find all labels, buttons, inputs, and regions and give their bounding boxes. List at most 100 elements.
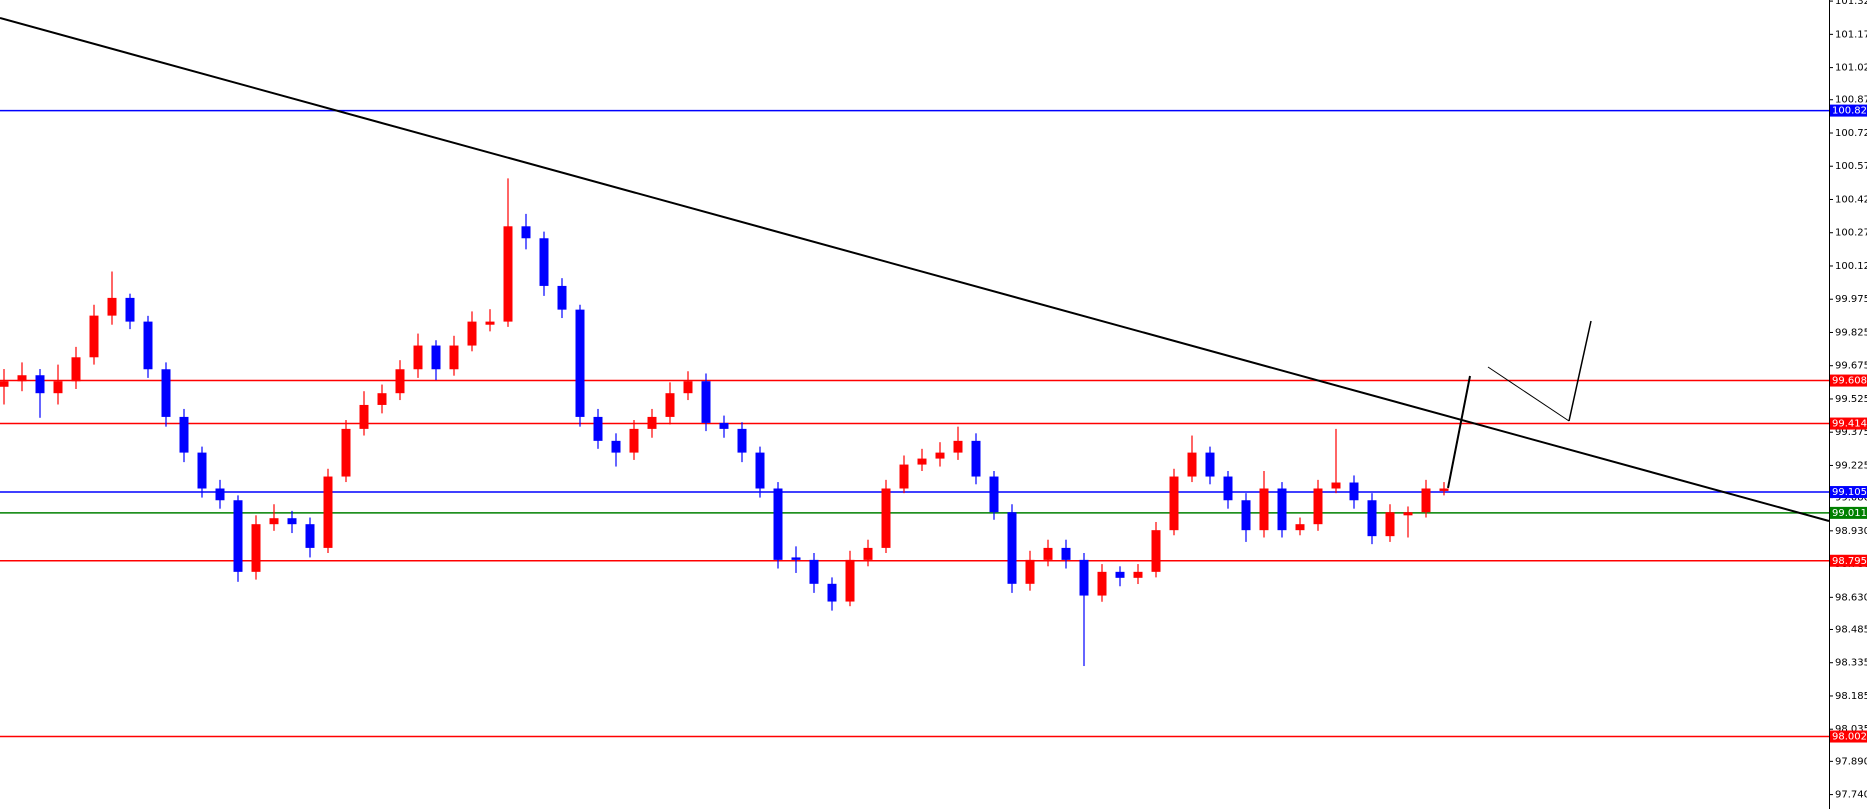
forecast-line xyxy=(1487,366,1570,422)
price-label-box xyxy=(1830,417,1867,430)
candle-body xyxy=(359,404,369,429)
candle-body xyxy=(1331,482,1341,489)
y-tick-label: 100.575 xyxy=(1835,161,1867,172)
candle-body xyxy=(953,440,963,453)
y-tick-label: 97.890 xyxy=(1835,756,1867,767)
candle-body xyxy=(1439,488,1449,491)
price-label-box xyxy=(1830,104,1867,117)
candle-body xyxy=(899,464,909,489)
y-tick-label: 100.125 xyxy=(1835,261,1867,272)
price-label: 100.826 xyxy=(1832,106,1867,117)
candle-body xyxy=(107,297,117,316)
price-label: 98.002 xyxy=(1832,732,1867,743)
candle-body xyxy=(503,226,513,322)
candle-body xyxy=(197,452,207,489)
candle-body xyxy=(737,428,747,453)
candle-body xyxy=(377,393,387,405)
candle-body xyxy=(791,557,801,560)
candle-body xyxy=(233,500,243,572)
candle-body xyxy=(1007,512,1017,584)
candle-body xyxy=(0,381,9,387)
y-tick-label: 97.740 xyxy=(1835,790,1867,801)
candle-body xyxy=(1025,559,1035,584)
price-label-box xyxy=(1830,730,1867,743)
candle-body xyxy=(809,559,819,584)
candle-body xyxy=(935,452,945,459)
candle-body xyxy=(305,524,315,548)
candle-body xyxy=(989,476,999,513)
candle-body xyxy=(35,375,45,394)
y-tick-label: 99.525 xyxy=(1835,394,1867,405)
candle-body xyxy=(287,518,297,525)
candle-body xyxy=(1079,559,1089,596)
candle-body xyxy=(1241,500,1251,531)
candle-body xyxy=(269,518,279,525)
candle-body xyxy=(719,422,729,429)
candle-body xyxy=(17,375,27,382)
candle-body xyxy=(755,452,765,489)
price-label-box xyxy=(1830,506,1867,519)
y-tick-label: 98.185 xyxy=(1835,691,1867,702)
price-label: 99.608 xyxy=(1832,376,1867,387)
candle-body xyxy=(449,345,459,370)
y-tick-label: 100.275 xyxy=(1835,228,1867,239)
candle-body xyxy=(485,321,495,325)
y-tick-label: 98.335 xyxy=(1835,658,1867,669)
candle-body xyxy=(1349,482,1359,501)
candle-body xyxy=(125,297,135,322)
candle-body xyxy=(1277,488,1287,531)
candle-body xyxy=(827,583,837,602)
price-label-box xyxy=(1830,374,1867,387)
candle-body xyxy=(71,357,81,382)
candle-body xyxy=(1043,547,1053,560)
price-label-box xyxy=(1830,554,1867,567)
y-tick-label: 99.975 xyxy=(1835,294,1867,305)
candle-body xyxy=(1421,488,1431,513)
y-tick-label: 99.825 xyxy=(1835,327,1867,338)
candle-body xyxy=(251,524,261,572)
y-tick-label: 101.170 xyxy=(1835,29,1867,40)
candle-body xyxy=(161,369,171,417)
candle-body xyxy=(1295,524,1305,531)
candle-body xyxy=(1403,512,1413,516)
candle-body xyxy=(593,416,603,441)
y-tick-label: 100.725 xyxy=(1835,128,1867,139)
y-tick-label: 99.675 xyxy=(1835,361,1867,372)
candle-body xyxy=(431,345,441,370)
price-label-box xyxy=(1830,486,1867,499)
y-tick-label: 101.320 xyxy=(1835,0,1867,7)
candle-body xyxy=(1097,571,1107,596)
forecast-line xyxy=(1568,320,1592,422)
candle-body xyxy=(647,416,657,429)
price-label: 99.105 xyxy=(1832,487,1867,498)
candle-body xyxy=(845,559,855,602)
y-tick-label: 99.375 xyxy=(1835,427,1867,438)
candle-body xyxy=(1313,488,1323,525)
y-tick-label: 98.930 xyxy=(1835,526,1867,537)
candle-body xyxy=(323,476,333,548)
candle-body xyxy=(971,440,981,477)
y-tick-label: 98.035 xyxy=(1835,724,1867,735)
price-label: 98.795 xyxy=(1832,556,1867,567)
candle-body xyxy=(917,458,927,465)
candle-body xyxy=(539,238,549,286)
candle-body xyxy=(683,381,693,394)
candle-body xyxy=(611,440,621,453)
candle-body xyxy=(701,381,711,423)
y-tick-label: 100.875 xyxy=(1835,95,1867,106)
forecast-line xyxy=(1447,375,1471,489)
price-label: 99.011 xyxy=(1832,508,1867,519)
candle-body xyxy=(143,321,153,370)
candle-body xyxy=(53,381,63,394)
candle-body xyxy=(179,416,189,453)
candle-body xyxy=(467,321,477,346)
y-tick-label: 101.020 xyxy=(1835,63,1867,74)
y-tick-label: 99.225 xyxy=(1835,460,1867,471)
y-tick-label: 98.485 xyxy=(1835,624,1867,635)
candle-body xyxy=(89,315,99,358)
y-tick-label: 98.630 xyxy=(1835,592,1867,603)
candle-body xyxy=(1223,476,1233,501)
candle-body xyxy=(1115,571,1125,578)
